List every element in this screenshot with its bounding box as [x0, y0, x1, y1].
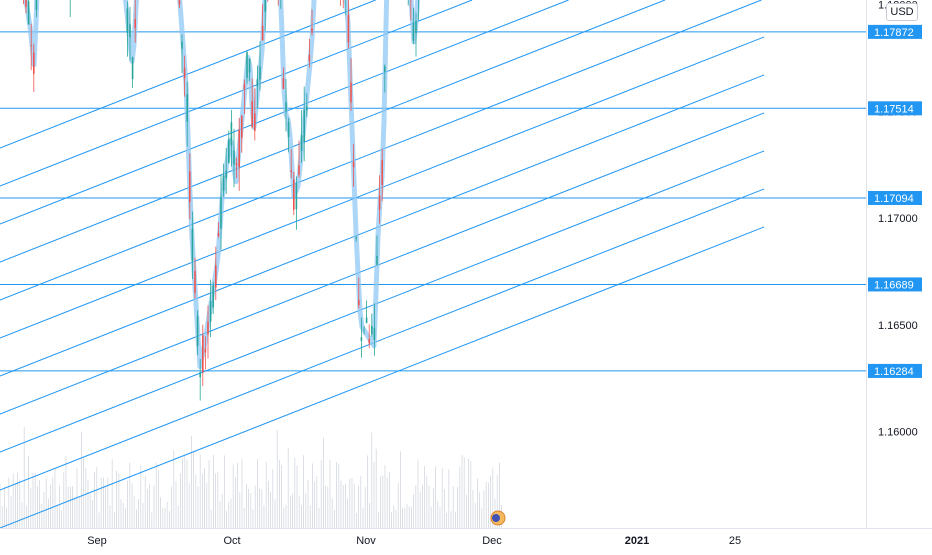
candle-body: [28, 1, 30, 24]
candle-body: [296, 183, 298, 209]
candle-body: [249, 59, 251, 73]
candle-body: [376, 256, 378, 265]
candle-body: [415, 21, 417, 33]
time-tick-label: Nov: [356, 535, 376, 547]
candle-body: [290, 170, 292, 172]
candle-body: [285, 102, 287, 111]
candle-body: [212, 285, 214, 307]
candle-body: [236, 164, 238, 166]
candle-body: [210, 301, 212, 322]
candle-body: [358, 300, 360, 305]
price-axis[interactable]: 1.200001.195001.190001.185001.180001.175…: [867, 0, 932, 550]
candle-body: [254, 113, 256, 131]
candle-body: [194, 271, 196, 293]
time-tick-label: Dec: [482, 535, 502, 547]
candle-body: [384, 66, 386, 71]
candle-body: [238, 130, 240, 167]
candle-body: [244, 84, 246, 89]
candle-body: [127, 8, 129, 32]
candle-body: [134, 19, 136, 28]
candle-body: [231, 122, 233, 145]
candle-body: [207, 322, 209, 335]
candle-body: [205, 349, 207, 353]
candle-body: [301, 135, 303, 151]
candle-body: [228, 139, 230, 163]
candle-body: [181, 41, 183, 48]
candle-body: [353, 162, 355, 167]
candle-body: [283, 78, 285, 89]
candle-body: [413, 23, 415, 41]
time-tick-label: 2021: [625, 535, 649, 547]
candle-body: [129, 24, 131, 37]
candle-body: [311, 28, 313, 32]
candle-body: [225, 171, 227, 179]
candle-body: [361, 337, 363, 341]
candle-body: [264, 0, 266, 12]
candle-body: [257, 79, 259, 86]
candle-body: [366, 318, 368, 324]
candle-body: [259, 67, 261, 80]
candle-body: [199, 372, 201, 377]
currency-badge[interactable]: USD: [886, 3, 918, 21]
candle-body: [368, 339, 370, 343]
time-tick-label: 25: [729, 535, 741, 547]
candle-body: [233, 151, 235, 165]
candle-body: [303, 110, 305, 142]
candle-body: [218, 233, 220, 236]
candle-body: [179, 0, 181, 4]
event-flag-icon-inner: [492, 514, 500, 522]
candle-body: [186, 94, 188, 121]
candle-body: [215, 265, 217, 287]
candle-body: [288, 122, 290, 137]
time-tick-label: Oct: [223, 535, 240, 547]
candle-body: [189, 171, 191, 202]
candle-body: [355, 237, 357, 238]
candle-body: [132, 57, 134, 79]
candle-body: [202, 335, 204, 372]
candle-body: [309, 55, 311, 61]
candle-body: [262, 26, 264, 40]
candle-body: [374, 328, 376, 340]
time-tick-label: Sep: [87, 535, 107, 547]
candle-body: [306, 106, 308, 110]
candle-body: [350, 83, 352, 103]
candle-body: [251, 101, 253, 127]
candle-body: [25, 0, 27, 7]
candle-body: [184, 68, 186, 78]
candle-body: [33, 53, 35, 74]
candle-body: [371, 326, 373, 334]
candle-body: [298, 165, 300, 175]
candle-body: [197, 316, 199, 346]
candle-body: [30, 45, 32, 46]
candle-body: [381, 160, 383, 185]
candle-body: [348, 15, 350, 43]
candle-body: [220, 197, 222, 228]
candle-body: [36, 0, 38, 10]
candle-body: [363, 329, 365, 330]
candle-body: [192, 229, 194, 261]
candle-body: [241, 115, 243, 137]
candle-body: [223, 175, 225, 191]
candle-body: [246, 52, 248, 78]
candle-body: [379, 196, 381, 210]
candle-body: [293, 179, 295, 209]
